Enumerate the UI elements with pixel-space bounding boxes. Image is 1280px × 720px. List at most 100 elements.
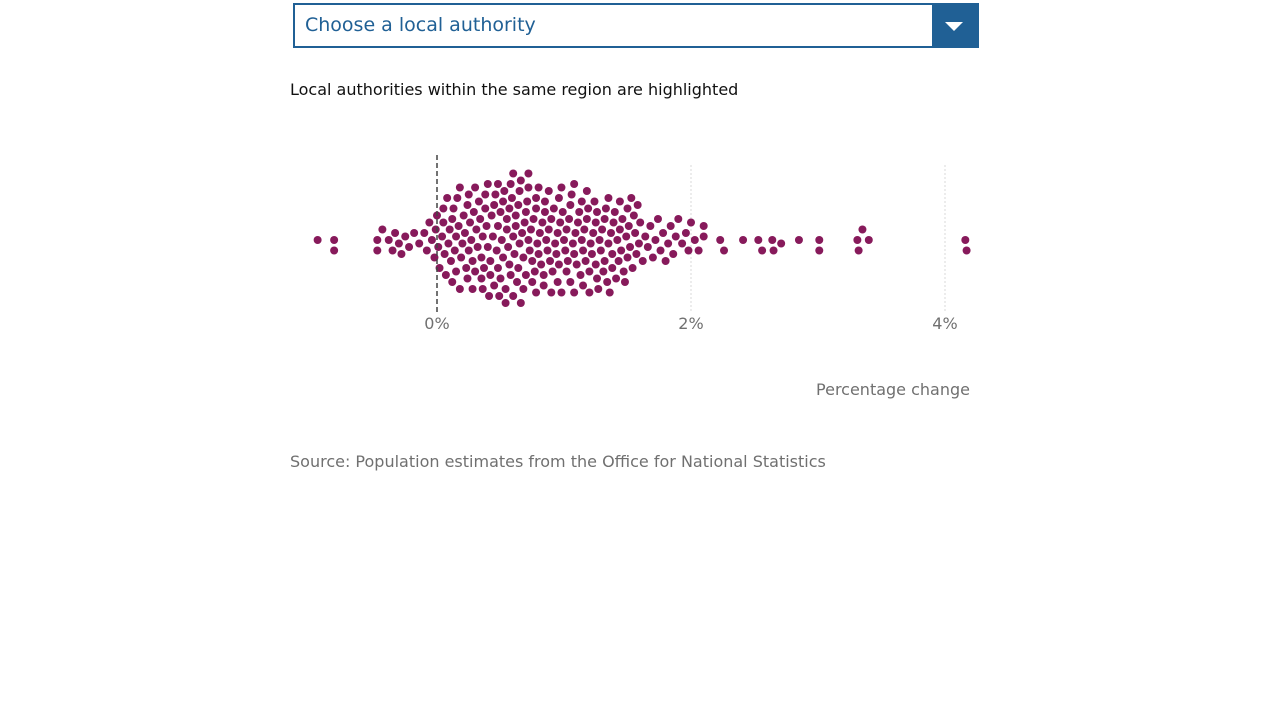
data-point: [526, 225, 535, 234]
data-point: [459, 211, 468, 220]
data-point: [533, 239, 542, 248]
data-point: [515, 239, 524, 248]
data-point: [565, 215, 574, 223]
data-point: [582, 187, 591, 195]
data-point: [450, 246, 459, 255]
data-point: [674, 215, 683, 223]
select-dropdown-button[interactable]: [932, 5, 977, 46]
data-point: [777, 239, 786, 248]
data-point: [479, 264, 488, 272]
data-point: [513, 278, 522, 286]
data-point: [425, 218, 434, 227]
data-point: [566, 201, 575, 209]
data-point: [443, 194, 452, 202]
data-point: [487, 211, 496, 220]
data-point: [599, 267, 608, 276]
data-point: [699, 232, 708, 241]
x-axis-label: Percentage change: [816, 380, 970, 399]
beeswarm-chart: 0% 2% 4% Percentage change: [313, 155, 971, 399]
data-point: [552, 250, 561, 258]
data-point: [467, 236, 476, 244]
data-point: [586, 239, 595, 248]
data-point: [646, 222, 655, 230]
data-point: [631, 229, 640, 237]
data-point: [571, 229, 580, 237]
data-point: [495, 292, 504, 300]
source-note: Source: Population estimates from the Of…: [290, 452, 826, 471]
data-point: [505, 204, 514, 213]
data-point: [590, 197, 599, 206]
data-point: [509, 232, 518, 241]
data-point: [622, 232, 631, 241]
data-point: [542, 236, 551, 244]
data-point: [422, 246, 431, 255]
data-point: [595, 236, 604, 244]
data-point: [502, 215, 511, 223]
data-point: [401, 232, 410, 241]
data-point: [520, 218, 529, 227]
data-point: [472, 225, 481, 234]
data-point: [615, 197, 624, 206]
data-point: [579, 281, 588, 290]
data-point: [473, 243, 482, 251]
data-point: [554, 194, 563, 202]
data-point: [585, 267, 594, 276]
data-point: [499, 253, 508, 262]
data-point: [570, 288, 579, 297]
data-point: [463, 201, 472, 209]
data-point: [624, 222, 633, 230]
data-point: [449, 204, 458, 213]
data-point: [511, 222, 520, 230]
data-point: [524, 169, 533, 178]
data-point: [577, 236, 586, 244]
data-point: [524, 236, 533, 244]
data-point: [502, 225, 511, 234]
data-point: [656, 246, 665, 255]
local-authority-select[interactable]: Choose a local authority: [293, 3, 979, 48]
data-point: [501, 299, 510, 307]
data-point: [681, 229, 690, 237]
data-point: [539, 281, 548, 290]
data-point: [549, 204, 558, 213]
data-point: [453, 194, 462, 202]
data-point: [628, 264, 637, 272]
data-point: [575, 208, 584, 216]
data-point: [464, 246, 473, 255]
data-point: [463, 274, 472, 283]
data-point: [439, 218, 448, 227]
data-point: [573, 218, 582, 227]
data-point: [445, 225, 454, 234]
data-point: [589, 229, 598, 237]
data-point: [468, 285, 477, 293]
data-point: [540, 197, 549, 206]
data-point: [739, 236, 748, 244]
data-point: [496, 274, 505, 283]
data-point: [614, 257, 623, 265]
data-point: [477, 274, 486, 283]
data-point: [643, 243, 652, 251]
data-point: [444, 239, 453, 248]
data-point: [853, 236, 862, 244]
data-point: [617, 246, 626, 255]
data-point: [854, 246, 863, 255]
data-point: [373, 236, 382, 244]
data-point: [490, 201, 499, 209]
data-point: [557, 183, 566, 192]
data-point: [529, 215, 538, 223]
chevron-down-icon: [945, 22, 963, 31]
data-point: [608, 250, 617, 258]
data-point: [547, 215, 556, 223]
data-point: [483, 243, 492, 251]
data-point: [521, 271, 530, 279]
data-point: [532, 194, 541, 202]
data-point: [454, 222, 463, 230]
data-point: [493, 264, 502, 272]
data-point: [446, 257, 455, 265]
data-point: [384, 236, 393, 244]
data-point: [448, 215, 457, 223]
data-point: [373, 246, 382, 255]
data-point: [330, 246, 339, 255]
data-point: [566, 278, 575, 286]
data-point: [482, 222, 491, 230]
data-point: [462, 264, 471, 272]
